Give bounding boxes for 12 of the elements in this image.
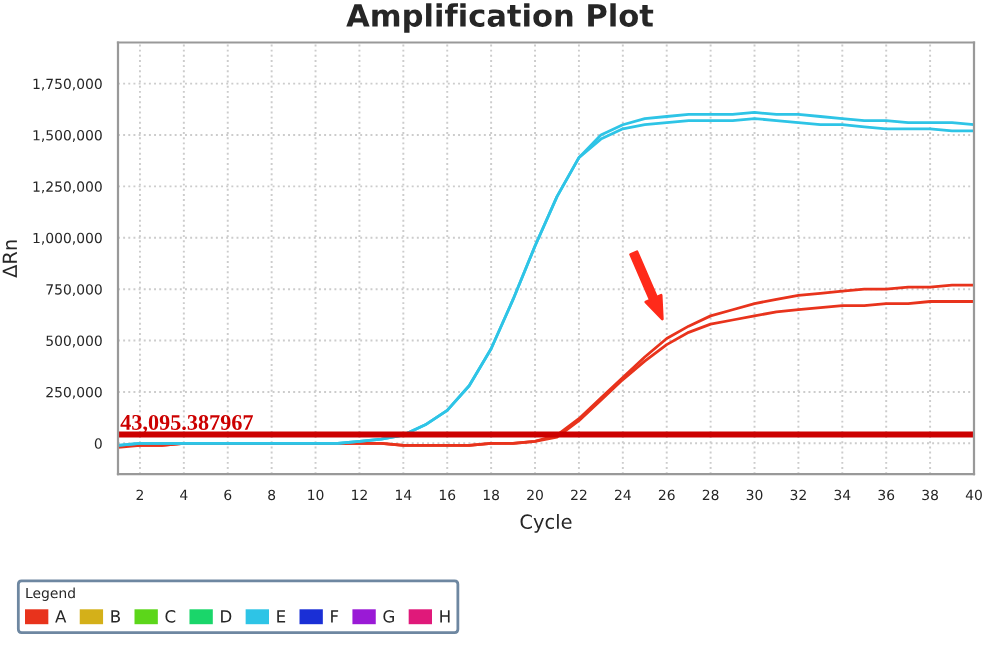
chart-title: Amplification Plot xyxy=(346,3,654,33)
y-axis-title: ΔRn xyxy=(2,240,17,278)
legend-label: F xyxy=(331,610,339,623)
legend-label: C xyxy=(165,610,176,623)
x-axis-title: Cycle xyxy=(520,513,572,533)
legend-label: E xyxy=(277,610,286,623)
legend-label: G xyxy=(383,610,394,623)
ref-line-label: 43,095.387967 xyxy=(120,414,253,434)
legend-label: A xyxy=(55,610,67,623)
legend-label: D xyxy=(221,610,232,623)
legend-label: H xyxy=(440,610,450,623)
legend-label: B xyxy=(111,610,120,623)
